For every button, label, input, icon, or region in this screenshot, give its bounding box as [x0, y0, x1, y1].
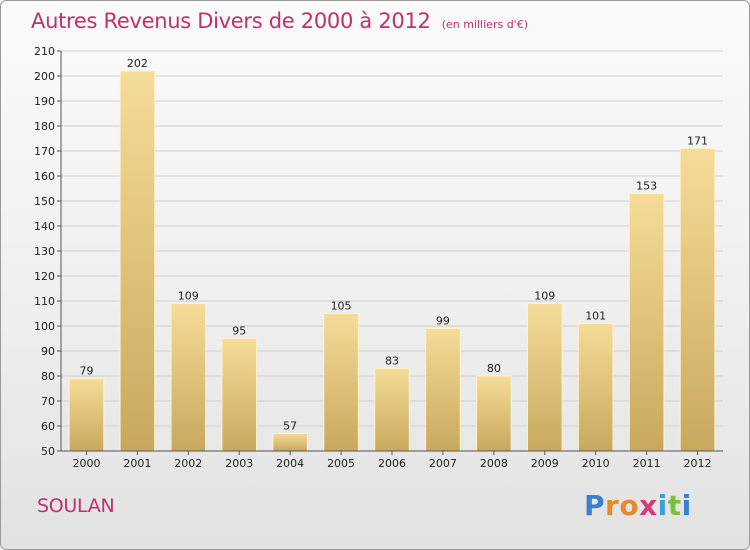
brand-letter: i — [657, 489, 668, 522]
y-tick-label: 90 — [41, 345, 55, 358]
data-label-2012: 171 — [687, 135, 708, 148]
brand-logo: Proxiti — [584, 489, 692, 522]
data-label-2011: 153 — [636, 180, 657, 193]
y-tick-label: 80 — [41, 370, 55, 383]
y-tick-label: 160 — [34, 170, 55, 183]
brand-letter: r — [605, 489, 620, 522]
bar-2005 — [323, 313, 359, 452]
bar-2001 — [119, 70, 156, 452]
bar-2004 — [272, 433, 308, 452]
chart-title: Autres Revenus Divers de 2000 à 2012 — [31, 9, 431, 33]
bar-2007 — [425, 328, 461, 452]
brand-letter: P — [584, 489, 606, 522]
chart-unit: (en milliers d'€) — [441, 18, 528, 31]
bar-2000 — [68, 378, 105, 452]
x-tick-label-2007: 2007 — [429, 457, 457, 470]
y-tick-label: 200 — [34, 70, 55, 83]
commune-name: SOULAN — [37, 495, 115, 517]
data-label-2010: 101 — [585, 310, 606, 323]
data-label-2007: 99 — [436, 315, 450, 328]
y-tick-label: 70 — [41, 395, 55, 408]
y-tick-label: 170 — [34, 145, 55, 158]
x-tick-label-2005: 2005 — [327, 457, 355, 470]
brand-letter: i — [681, 489, 692, 522]
y-tick-label: 140 — [34, 220, 55, 233]
bar-2009 — [526, 303, 563, 452]
bar-2006 — [374, 368, 410, 452]
data-label-2009: 109 — [534, 290, 555, 303]
y-tick-label: 180 — [34, 120, 55, 133]
y-tick-label: 130 — [34, 245, 55, 258]
bar-2002 — [170, 303, 207, 452]
y-tick-label: 190 — [34, 95, 55, 108]
data-label-2000: 79 — [79, 365, 93, 378]
bar-2012 — [679, 148, 716, 452]
x-tick-label-2012: 2012 — [684, 457, 712, 470]
y-tick-label: 50 — [41, 445, 55, 458]
x-tick-label-2004: 2004 — [276, 457, 304, 470]
x-tick-label-2002: 2002 — [174, 457, 202, 470]
data-label-2006: 83 — [385, 355, 399, 368]
x-tick-label-2010: 2010 — [582, 457, 610, 470]
y-tick-label: 120 — [34, 270, 55, 283]
data-label-2003: 95 — [232, 325, 246, 338]
y-tick-label: 100 — [34, 320, 55, 333]
brand-letter: x — [639, 489, 658, 522]
data-label-2005: 105 — [331, 300, 352, 313]
x-tick-label-2000: 2000 — [72, 457, 100, 470]
bar-2010 — [577, 323, 614, 452]
brand-letter: t — [667, 489, 682, 522]
x-tick-label-2001: 2001 — [123, 457, 151, 470]
x-tick-label-2011: 2011 — [633, 457, 661, 470]
x-tick-label-2009: 2009 — [531, 457, 559, 470]
bars-layer: 79 202 109 95 57 105 83 99 80 109 101 153 171 — [68, 57, 716, 452]
bar-2011 — [628, 193, 665, 452]
y-tick-label: 110 — [34, 295, 55, 308]
data-label-2008: 80 — [487, 362, 501, 375]
axis-layer: 50 60 70 80 90 100 110 120 130 140 150 160 170 180 190… — [34, 45, 723, 470]
data-label-2004: 57 — [283, 420, 297, 433]
y-tick-label: 210 — [34, 45, 55, 58]
bar-2008 — [476, 375, 512, 452]
x-tick-label-2008: 2008 — [480, 457, 508, 470]
y-tick-label: 150 — [34, 195, 55, 208]
data-label-2002: 109 — [178, 290, 199, 303]
bar-2003 — [221, 338, 258, 452]
y-tick-label: 60 — [41, 420, 55, 433]
title-row: Autres Revenus Divers de 2000 à 2012 (en… — [31, 9, 528, 33]
data-label-2001: 202 — [127, 57, 148, 70]
x-tick-label-2003: 2003 — [225, 457, 253, 470]
x-tick-label-2006: 2006 — [378, 457, 406, 470]
brand-letter: o — [619, 489, 640, 522]
